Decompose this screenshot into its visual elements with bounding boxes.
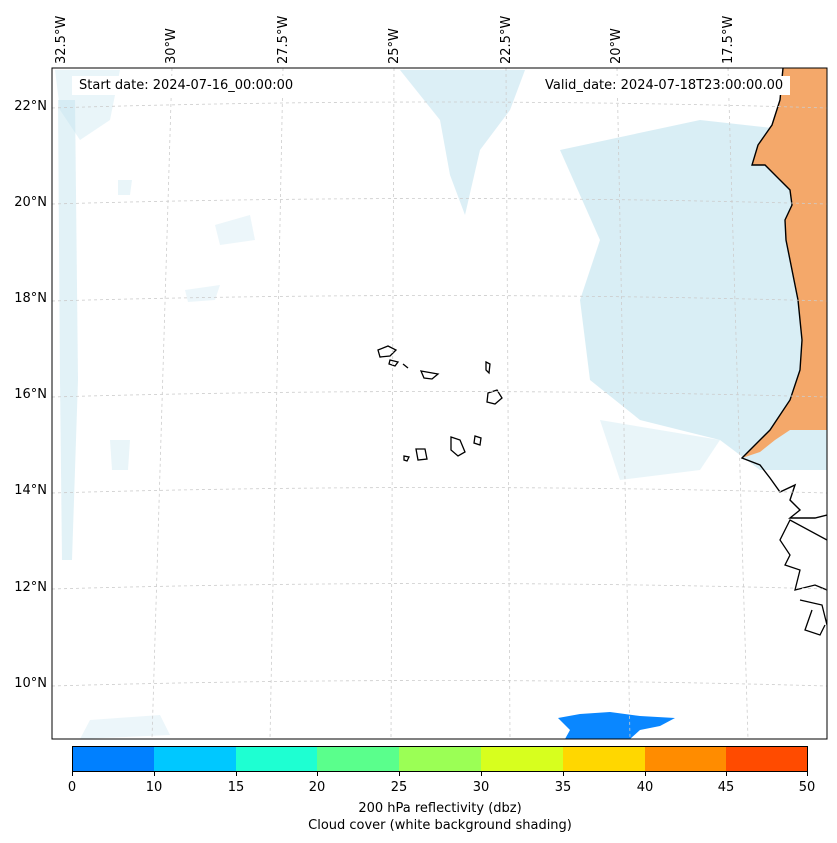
colorbar-label-cloud-cover: Cloud cover (white background shading) bbox=[308, 818, 572, 833]
lat-label-18n: 18°N bbox=[14, 291, 47, 306]
coastline bbox=[740, 68, 827, 519]
colorbar-tick-label: 45 bbox=[717, 780, 735, 795]
colorbar-tick-label: 10 bbox=[145, 780, 163, 795]
coastline-south bbox=[779, 519, 827, 636]
cape-verde-islands bbox=[377, 345, 503, 462]
reflectivity-blob bbox=[558, 712, 675, 739]
lat-label-20n: 20°N bbox=[14, 195, 47, 210]
colorbar-segment-15-20 bbox=[236, 746, 317, 772]
colorbar-tick-label: 40 bbox=[636, 780, 654, 795]
colorbar-segment-35-40 bbox=[563, 746, 645, 772]
colorbar-tick bbox=[481, 772, 482, 776]
colorbar-tick bbox=[236, 772, 237, 776]
lon-label-17-5w: 17.5°W bbox=[721, 15, 736, 64]
colorbar-segment-10-15 bbox=[154, 746, 236, 772]
colorbar-tick bbox=[72, 772, 73, 776]
colorbar-tick-label: 25 bbox=[390, 780, 408, 795]
colorbar-tick-label: 50 bbox=[798, 780, 816, 795]
lon-label-32-5w: 32.5°W bbox=[54, 15, 69, 64]
colorbar-tick bbox=[154, 772, 155, 776]
valid-date-label: Valid_date: 2024-07-18T23:00:00.00 bbox=[538, 76, 791, 95]
gridlines bbox=[52, 68, 827, 739]
colorbar-frame bbox=[72, 746, 808, 772]
colorbar-segment-0-10 bbox=[72, 746, 154, 772]
cloud-cover-shading bbox=[55, 70, 827, 739]
colorbar-segment-25-30 bbox=[399, 746, 481, 772]
colorbar-tick-label: 0 bbox=[67, 780, 77, 795]
colorbar-tick bbox=[563, 772, 564, 776]
colorbar-segment-45-50 bbox=[726, 746, 808, 772]
lat-label-14n: 14°N bbox=[14, 483, 47, 498]
lat-label-10n: 10°N bbox=[14, 676, 47, 691]
colorbar-tick bbox=[399, 772, 400, 776]
map-frame bbox=[51, 67, 828, 740]
lat-label-12n: 12°N bbox=[14, 580, 47, 595]
lat-label-16n: 16°N bbox=[14, 387, 47, 402]
colorbar-segment-20-25 bbox=[317, 746, 399, 772]
colorbar-tick bbox=[807, 772, 808, 776]
lon-label-25w: 25°W bbox=[387, 28, 402, 64]
colorbar-label-reflectivity: 200 hPa reflectivity (dbz) bbox=[358, 801, 522, 816]
lon-label-22-5w: 22.5°W bbox=[499, 15, 514, 64]
lon-label-27-5w: 27.5°W bbox=[276, 15, 291, 64]
colorbar-tick-label: 20 bbox=[308, 780, 326, 795]
colorbar-tick-label: 30 bbox=[472, 780, 490, 795]
colorbar-tick-label: 15 bbox=[227, 780, 245, 795]
lat-label-22n: 22°N bbox=[14, 99, 47, 114]
colorbar-segment-40-45 bbox=[645, 746, 726, 772]
start-date-label: Start date: 2024-07-16_00:00:00 bbox=[72, 76, 301, 95]
lon-label-20w: 20°W bbox=[609, 28, 624, 64]
colorbar-tick bbox=[726, 772, 727, 776]
lon-label-30w: 30°W bbox=[164, 28, 179, 64]
colorbar-tick bbox=[317, 772, 318, 776]
colorbar-tick bbox=[645, 772, 646, 776]
colorbar-tick-label: 35 bbox=[554, 780, 572, 795]
africa-land bbox=[742, 68, 827, 458]
colorbar-segment-30-35 bbox=[481, 746, 563, 772]
